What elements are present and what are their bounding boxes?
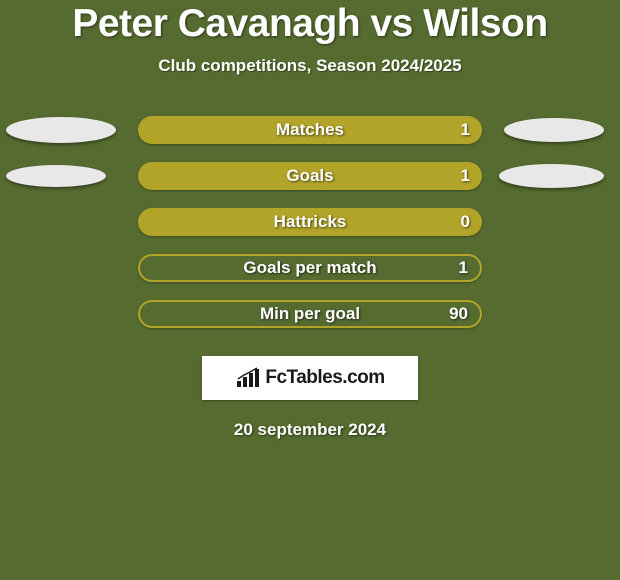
player-left-ellipse [6, 165, 106, 187]
chart-area: Matches 1 Goals 1 Hattricks 0 Goals per … [0, 116, 620, 346]
stat-pill-mpg: Min per goal 90 [138, 300, 482, 328]
stat-pill-gpm: Goals per match 1 [138, 254, 482, 282]
player-right-ellipse [499, 164, 604, 188]
page-title: Peter Cavanagh vs Wilson [72, 2, 547, 46]
stat-row: Goals per match 1 [0, 254, 620, 282]
bars-icon [235, 367, 261, 389]
stat-label: Matches [276, 120, 344, 140]
brand-text: FcTables.com [265, 367, 384, 389]
stat-value: 0 [461, 212, 470, 232]
stat-label: Goals [286, 166, 333, 186]
stat-row: Goals 1 [0, 162, 620, 190]
stat-label: Goals per match [243, 258, 376, 278]
player-right-ellipse [504, 118, 604, 142]
brand-logo: FcTables.com [235, 367, 384, 389]
stat-value: 1 [461, 166, 470, 186]
stat-value: 1 [461, 120, 470, 140]
stat-value: 1 [459, 258, 468, 278]
stat-label: Min per goal [260, 304, 360, 324]
date-text: 20 september 2024 [234, 420, 386, 440]
infographic-container: Peter Cavanagh vs Wilson Club competitio… [0, 0, 620, 440]
stat-pill-goals: Goals 1 [138, 162, 482, 190]
stat-pill-matches: Matches 1 [138, 116, 482, 144]
stat-row: Hattricks 0 [0, 208, 620, 236]
brand-box: FcTables.com [202, 356, 418, 400]
stat-value: 90 [449, 304, 468, 324]
subtitle: Club competitions, Season 2024/2025 [158, 56, 461, 76]
stat-row: Matches 1 [0, 116, 620, 144]
player-left-ellipse [6, 117, 116, 143]
stat-label: Hattricks [274, 212, 347, 232]
stat-row: Min per goal 90 [0, 300, 620, 328]
stat-pill-hattricks: Hattricks 0 [138, 208, 482, 236]
